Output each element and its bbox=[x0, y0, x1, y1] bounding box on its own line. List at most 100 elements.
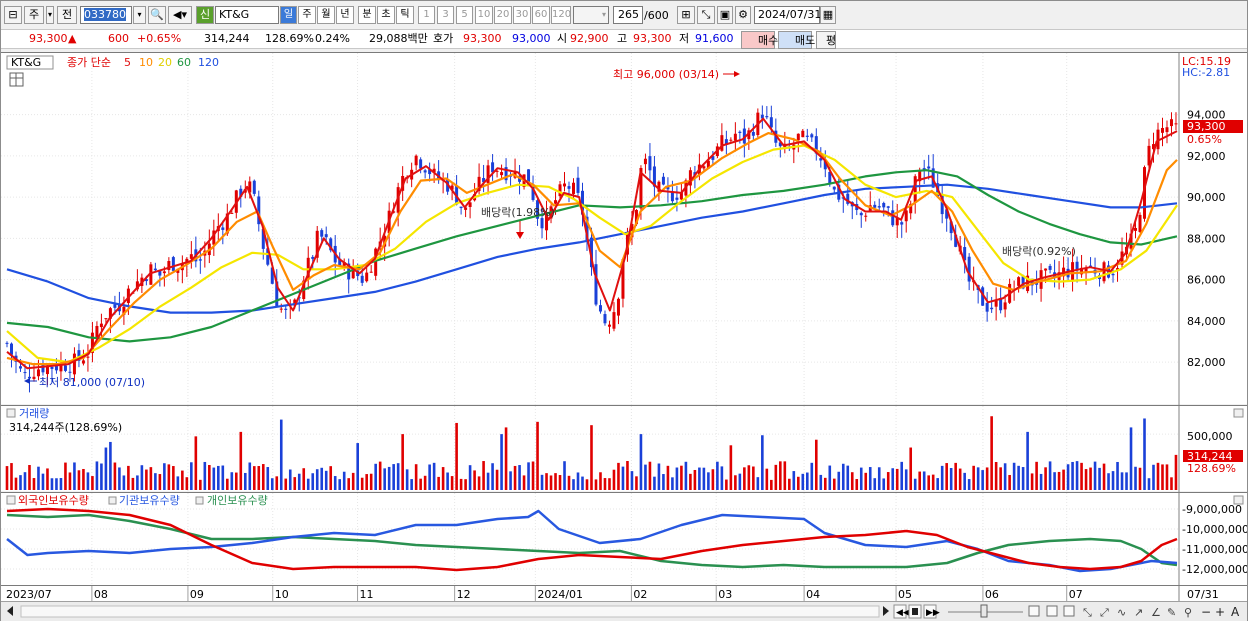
rewind-button[interactable] bbox=[893, 604, 907, 619]
count-input[interactable]: 265 bbox=[613, 6, 643, 24]
code-dropdown-icon[interactable]: ▾ bbox=[133, 6, 146, 24]
volume-bar bbox=[698, 467, 701, 490]
volume-bar bbox=[549, 475, 553, 490]
price-chart-panel[interactable]: 94,000 92,000 90,000 88,000 86,000 84,00… bbox=[1, 52, 1247, 405]
scroll-right-icon[interactable] bbox=[883, 606, 889, 616]
candle-body bbox=[1138, 214, 1142, 233]
tool-fibo-icon[interactable]: ∿ bbox=[1117, 606, 1126, 619]
volume-bar bbox=[693, 469, 697, 490]
custom-interval-input[interactable]: ▾ bbox=[573, 6, 609, 24]
tool-angle-icon[interactable]: ∠ bbox=[1151, 606, 1161, 619]
copy-icon[interactable] bbox=[1028, 605, 1040, 617]
volume-bar bbox=[837, 471, 841, 490]
window-menu-icon[interactable]: ⊟ bbox=[4, 6, 22, 24]
tool-curve-icon[interactable]: ↗ bbox=[1134, 606, 1143, 619]
period-tab-year[interactable]: 년 bbox=[336, 6, 354, 24]
volume-bar bbox=[940, 465, 944, 490]
zoom-out-icon[interactable]: − bbox=[1201, 605, 1211, 619]
current-price-tag-text: 93,300 bbox=[1187, 120, 1226, 133]
volume-bar bbox=[113, 462, 117, 490]
stock-name-tag-box[interactable] bbox=[6, 55, 54, 70]
interval-button[interactable]: 30 bbox=[513, 6, 531, 24]
interval-button[interactable]: 1 bbox=[418, 6, 435, 24]
speaker-icon[interactable]: ◀▾ bbox=[168, 6, 192, 24]
candle-body bbox=[886, 206, 890, 208]
volume-bar bbox=[64, 462, 67, 490]
gear-icon[interactable]: ⚙ bbox=[735, 6, 751, 24]
volume-bar bbox=[419, 478, 422, 490]
eval-button[interactable]: 평 bbox=[816, 31, 836, 49]
search-icon[interactable]: 🔍 bbox=[148, 6, 166, 24]
period-tab-second[interactable]: 초 bbox=[377, 6, 395, 24]
chart-scrollbar[interactable]: ◀◀ ▶▶ ⤡ ⤢ ∿ ↗ ∠ ✎ ⚲ − + A bbox=[1, 601, 1247, 621]
x-tick: 12 bbox=[457, 588, 471, 601]
period-tab-minute[interactable]: 분 bbox=[358, 6, 376, 24]
volume-bar bbox=[864, 472, 868, 490]
panel-menu-icon[interactable] bbox=[6, 408, 16, 418]
holdings-series bbox=[6, 507, 1178, 573]
stock-code-value: 033780 bbox=[84, 8, 126, 21]
stock-code-input[interactable]: 033780 bbox=[80, 6, 132, 24]
date-input[interactable]: 2024/07/31 bbox=[754, 6, 821, 24]
candle-body bbox=[225, 213, 229, 234]
panel-close-icon[interactable] bbox=[1233, 408, 1244, 418]
period-tab-week[interactable]: 주 bbox=[298, 6, 316, 24]
scroll-track[interactable] bbox=[20, 605, 880, 618]
interval-button[interactable]: 20 bbox=[494, 6, 512, 24]
buy-button[interactable]: 매수 bbox=[741, 31, 778, 49]
text-tool-icon[interactable]: A bbox=[1231, 605, 1240, 619]
volume-chart-panel[interactable]: 거래량 314,244주(128.69%) 500,000 314,244 12… bbox=[1, 405, 1247, 492]
tool-search-icon[interactable]: ⚲ bbox=[1184, 606, 1192, 619]
volume-bar bbox=[28, 465, 31, 490]
candle-body bbox=[904, 210, 908, 222]
volume-bar bbox=[500, 434, 503, 490]
sell-button[interactable]: 매도 bbox=[778, 31, 815, 49]
tool-line-icon[interactable]: ⤡ bbox=[1083, 606, 1092, 619]
chart-settings-icon[interactable]: ⊞ bbox=[677, 6, 695, 24]
volume-bar bbox=[405, 469, 409, 490]
zoom-in-icon[interactable]: + bbox=[1215, 605, 1225, 619]
period-dropdown[interactable]: 주 bbox=[24, 6, 44, 24]
ma10-line bbox=[6, 132, 1178, 366]
candle-body bbox=[760, 114, 764, 119]
volume-bar bbox=[95, 461, 99, 490]
scroll-left-icon[interactable] bbox=[7, 606, 13, 616]
tool-draw-icon[interactable]: ✎ bbox=[1167, 606, 1176, 619]
volume-bar bbox=[882, 478, 886, 490]
interval-button[interactable]: 10 bbox=[475, 6, 493, 24]
period-tab-label: 일 bbox=[283, 9, 294, 20]
candle-body bbox=[1084, 267, 1088, 273]
crosshair-icon[interactable]: ⤡ bbox=[697, 6, 715, 24]
calendar-icon[interactable]: ▦ bbox=[820, 6, 836, 24]
period-tab-tick[interactable]: 틱 bbox=[396, 6, 414, 24]
forward-button[interactable] bbox=[923, 604, 937, 619]
volume-bar bbox=[495, 469, 499, 490]
save-icon[interactable]: ▣ bbox=[717, 6, 733, 24]
candle-body bbox=[616, 298, 620, 316]
period-tab-day[interactable]: 일 bbox=[280, 6, 297, 24]
x-axis-svg: 2023/07 08 09 10 11 12 2024/01 02 03 04 … bbox=[6, 586, 1219, 602]
interval-button[interactable]: 5 bbox=[456, 6, 473, 24]
period-dropdown-label: 주 bbox=[28, 8, 40, 21]
interval-button[interactable]: 3 bbox=[437, 6, 454, 24]
panel-close-icon[interactable] bbox=[1233, 495, 1244, 505]
volume-bar bbox=[226, 478, 229, 490]
holdings-chart-panel[interactable]: 외국인보유수량 기관보유수량 개인보유수량 -9,000,000 -10,000… bbox=[1, 492, 1248, 586]
volume-bar bbox=[1111, 471, 1115, 490]
candle-body bbox=[702, 166, 706, 169]
candle-body bbox=[230, 212, 234, 214]
adjust-button[interactable]: 전 bbox=[57, 6, 77, 24]
print-icon[interactable] bbox=[1046, 605, 1058, 617]
panel-menu-icon[interactable] bbox=[6, 495, 16, 505]
volume-bar bbox=[432, 462, 436, 490]
interval-button[interactable]: 120 bbox=[551, 6, 571, 24]
volume-bar bbox=[823, 477, 827, 490]
tool-trend-icon[interactable]: ⤢ bbox=[1100, 606, 1109, 619]
interval-button[interactable]: 60 bbox=[532, 6, 550, 24]
period-tab-month[interactable]: 월 bbox=[317, 6, 335, 24]
candle-body bbox=[846, 193, 850, 204]
stock-name-field[interactable]: KT&G bbox=[215, 6, 279, 24]
zoom-slider-handle[interactable] bbox=[980, 604, 988, 618]
export-icon[interactable] bbox=[1063, 605, 1075, 617]
chevron-down-icon[interactable]: ▾ bbox=[46, 6, 54, 24]
